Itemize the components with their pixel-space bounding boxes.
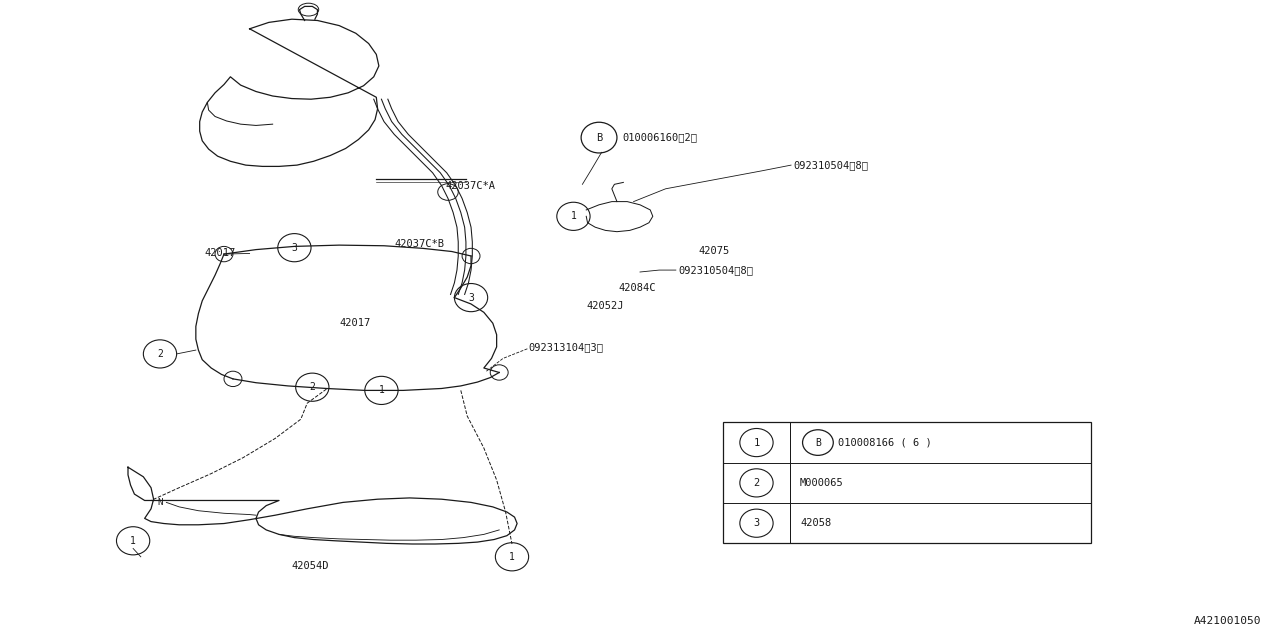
Text: 1: 1 (379, 385, 384, 396)
Text: 42075: 42075 (699, 246, 730, 256)
Text: B: B (596, 132, 602, 143)
Text: 42058: 42058 (800, 518, 831, 528)
Text: N: N (157, 498, 163, 507)
Bar (723, 422, 1091, 543)
Text: 3: 3 (292, 243, 297, 253)
Text: 010008166 ( 6 ): 010008166 ( 6 ) (838, 438, 932, 447)
Text: 42017: 42017 (339, 318, 370, 328)
Text: 092310504（8）: 092310504（8） (678, 265, 754, 275)
Text: 092310504（8）: 092310504（8） (794, 160, 869, 170)
Text: 2: 2 (754, 478, 759, 488)
Text: A421001050: A421001050 (1193, 616, 1261, 626)
Text: M000065: M000065 (800, 478, 844, 488)
Text: 42054D: 42054D (292, 561, 329, 572)
Text: 092313104（3）: 092313104（3） (529, 342, 604, 352)
Text: 42084C: 42084C (618, 283, 655, 293)
Text: 1: 1 (131, 536, 136, 546)
Text: 42037C*B: 42037C*B (394, 239, 444, 250)
Text: 2: 2 (310, 382, 315, 392)
Text: B: B (815, 438, 820, 447)
Text: 2: 2 (157, 349, 163, 359)
Text: 1: 1 (509, 552, 515, 562)
Text: 42017: 42017 (205, 248, 236, 258)
Text: 3: 3 (468, 292, 474, 303)
Text: 42052J: 42052J (586, 301, 623, 311)
Text: 1: 1 (754, 438, 759, 447)
Text: 3: 3 (754, 518, 759, 528)
Text: 1: 1 (571, 211, 576, 221)
Text: 010006160（2）: 010006160（2） (622, 132, 698, 143)
Text: 42037C*A: 42037C*A (445, 180, 495, 191)
